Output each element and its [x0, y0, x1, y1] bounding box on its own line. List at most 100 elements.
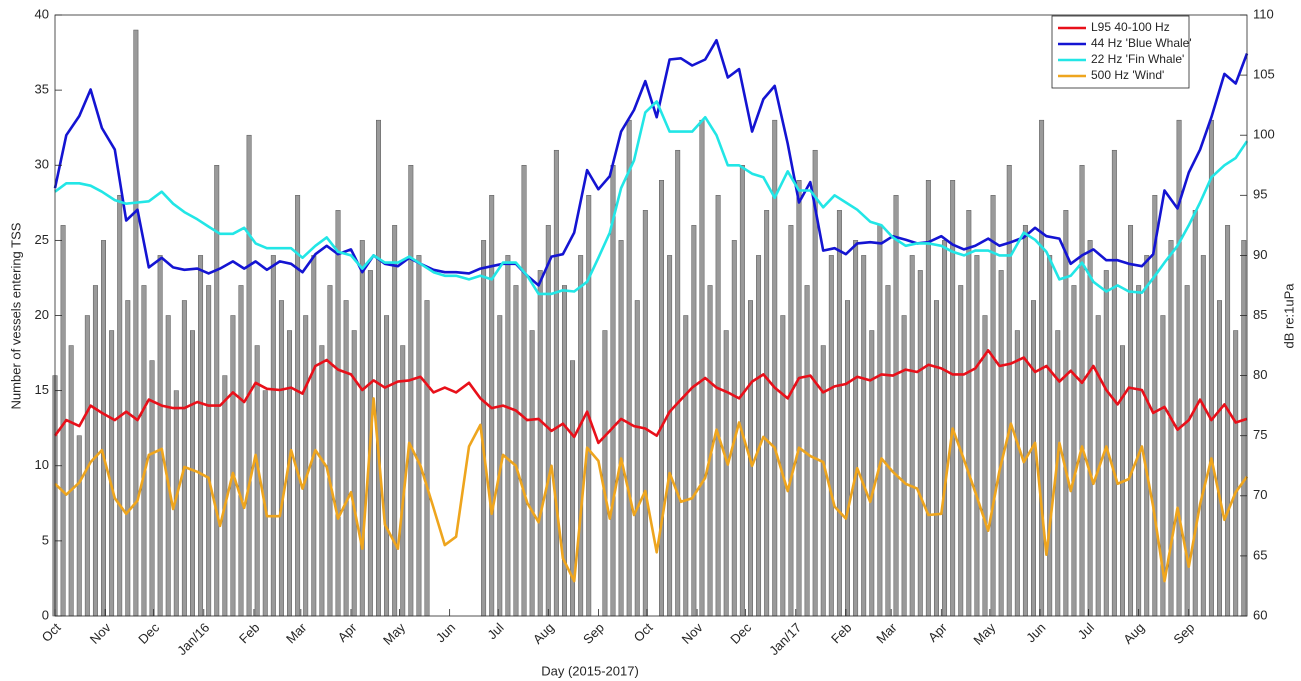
bar [990, 195, 996, 617]
legend-label: 44 Hz 'Blue Whale' [1091, 36, 1192, 50]
bar [1103, 270, 1109, 617]
bar [125, 300, 131, 617]
bar [149, 360, 155, 617]
bar [925, 180, 931, 617]
bar [327, 285, 333, 617]
y2-tick-label: 105 [1253, 67, 1275, 82]
bar [982, 315, 988, 617]
bar [343, 300, 349, 617]
bar [278, 300, 284, 617]
y2-tick-label: 70 [1253, 487, 1267, 502]
line-series [54, 397, 1249, 583]
bar [820, 345, 826, 617]
bar [553, 149, 559, 617]
x-tick-label: Jul [484, 620, 506, 642]
y2-tick-label: 75 [1253, 427, 1267, 442]
bar [1079, 165, 1085, 617]
bar [157, 255, 163, 617]
x-tick-label: Oct [631, 620, 656, 645]
bar [828, 255, 834, 617]
bar [1022, 225, 1028, 617]
bar [416, 255, 422, 617]
bar [295, 195, 301, 617]
bar [246, 134, 252, 617]
bar [618, 240, 624, 617]
x-tick-label: Aug [530, 620, 557, 647]
bar [691, 225, 697, 617]
x-tick-label: Mar [873, 619, 900, 646]
bar [1208, 119, 1214, 617]
x-tick-label: Jan/16 [174, 620, 212, 658]
bar [359, 240, 365, 617]
bar [181, 300, 187, 617]
y2-tick-label: 65 [1253, 547, 1267, 562]
x-tick-label: Feb [828, 620, 854, 646]
x-tick-label: Feb [236, 620, 262, 646]
legend-label: 500 Hz 'Wind' [1091, 68, 1164, 82]
bar [92, 285, 98, 617]
bar [586, 195, 592, 617]
bar [885, 285, 891, 617]
bar [335, 210, 341, 617]
bar [764, 210, 770, 617]
y2-tick-label: 90 [1253, 247, 1267, 262]
x-tick-label: Nov [679, 620, 706, 647]
y-tick-label: 25 [35, 232, 49, 247]
x-tick-label: Aug [1120, 620, 1147, 647]
bar [966, 210, 972, 617]
x-tick-label: Sep [580, 620, 607, 647]
y-axis-label: Number of vessels entering TSS [8, 222, 23, 409]
bar [578, 255, 584, 617]
bar [699, 119, 705, 617]
bar [165, 315, 171, 617]
bar [206, 285, 212, 617]
y-tick-label: 40 [35, 6, 49, 21]
bar [634, 300, 640, 617]
x-tick-label: May [970, 620, 998, 648]
bar [917, 270, 923, 617]
bar [796, 180, 802, 617]
bar [133, 29, 139, 617]
y-tick-label: 5 [42, 532, 49, 547]
y2-tick-label: 100 [1253, 127, 1275, 142]
bar [909, 255, 915, 617]
bar [521, 165, 527, 617]
bar [117, 195, 123, 617]
bar [351, 330, 357, 617]
bar [715, 195, 721, 617]
bar [610, 165, 616, 617]
bars [52, 29, 1247, 617]
bar [76, 435, 82, 617]
bar [1111, 149, 1117, 617]
bar [845, 300, 850, 617]
y2-tick-label: 85 [1253, 307, 1267, 322]
y-tick-label: 10 [35, 457, 49, 472]
bar [545, 225, 551, 617]
bar [1152, 195, 1158, 617]
bar [1014, 330, 1020, 617]
bar [731, 240, 737, 617]
legend-label: 22 Hz 'Fin Whale' [1091, 52, 1184, 66]
x-tick-label: Nov [87, 620, 114, 647]
bar [384, 315, 390, 617]
bar [667, 255, 673, 617]
bar [1031, 300, 1036, 617]
bar [1241, 240, 1247, 617]
bar [198, 255, 204, 617]
x-tick-label: Jun [1023, 620, 1048, 645]
bar [683, 315, 689, 617]
y-tick-label: 0 [42, 607, 49, 622]
bar [861, 255, 867, 617]
y-tick-label: 15 [35, 382, 49, 397]
bar [756, 255, 762, 617]
bar [901, 315, 907, 617]
bar [303, 315, 309, 617]
y-tick-label: 30 [35, 157, 49, 172]
lines [53, 38, 1249, 583]
bar [513, 285, 519, 617]
bar [869, 330, 875, 617]
bar [424, 300, 430, 617]
line-series [54, 100, 1249, 296]
bar [505, 255, 511, 617]
